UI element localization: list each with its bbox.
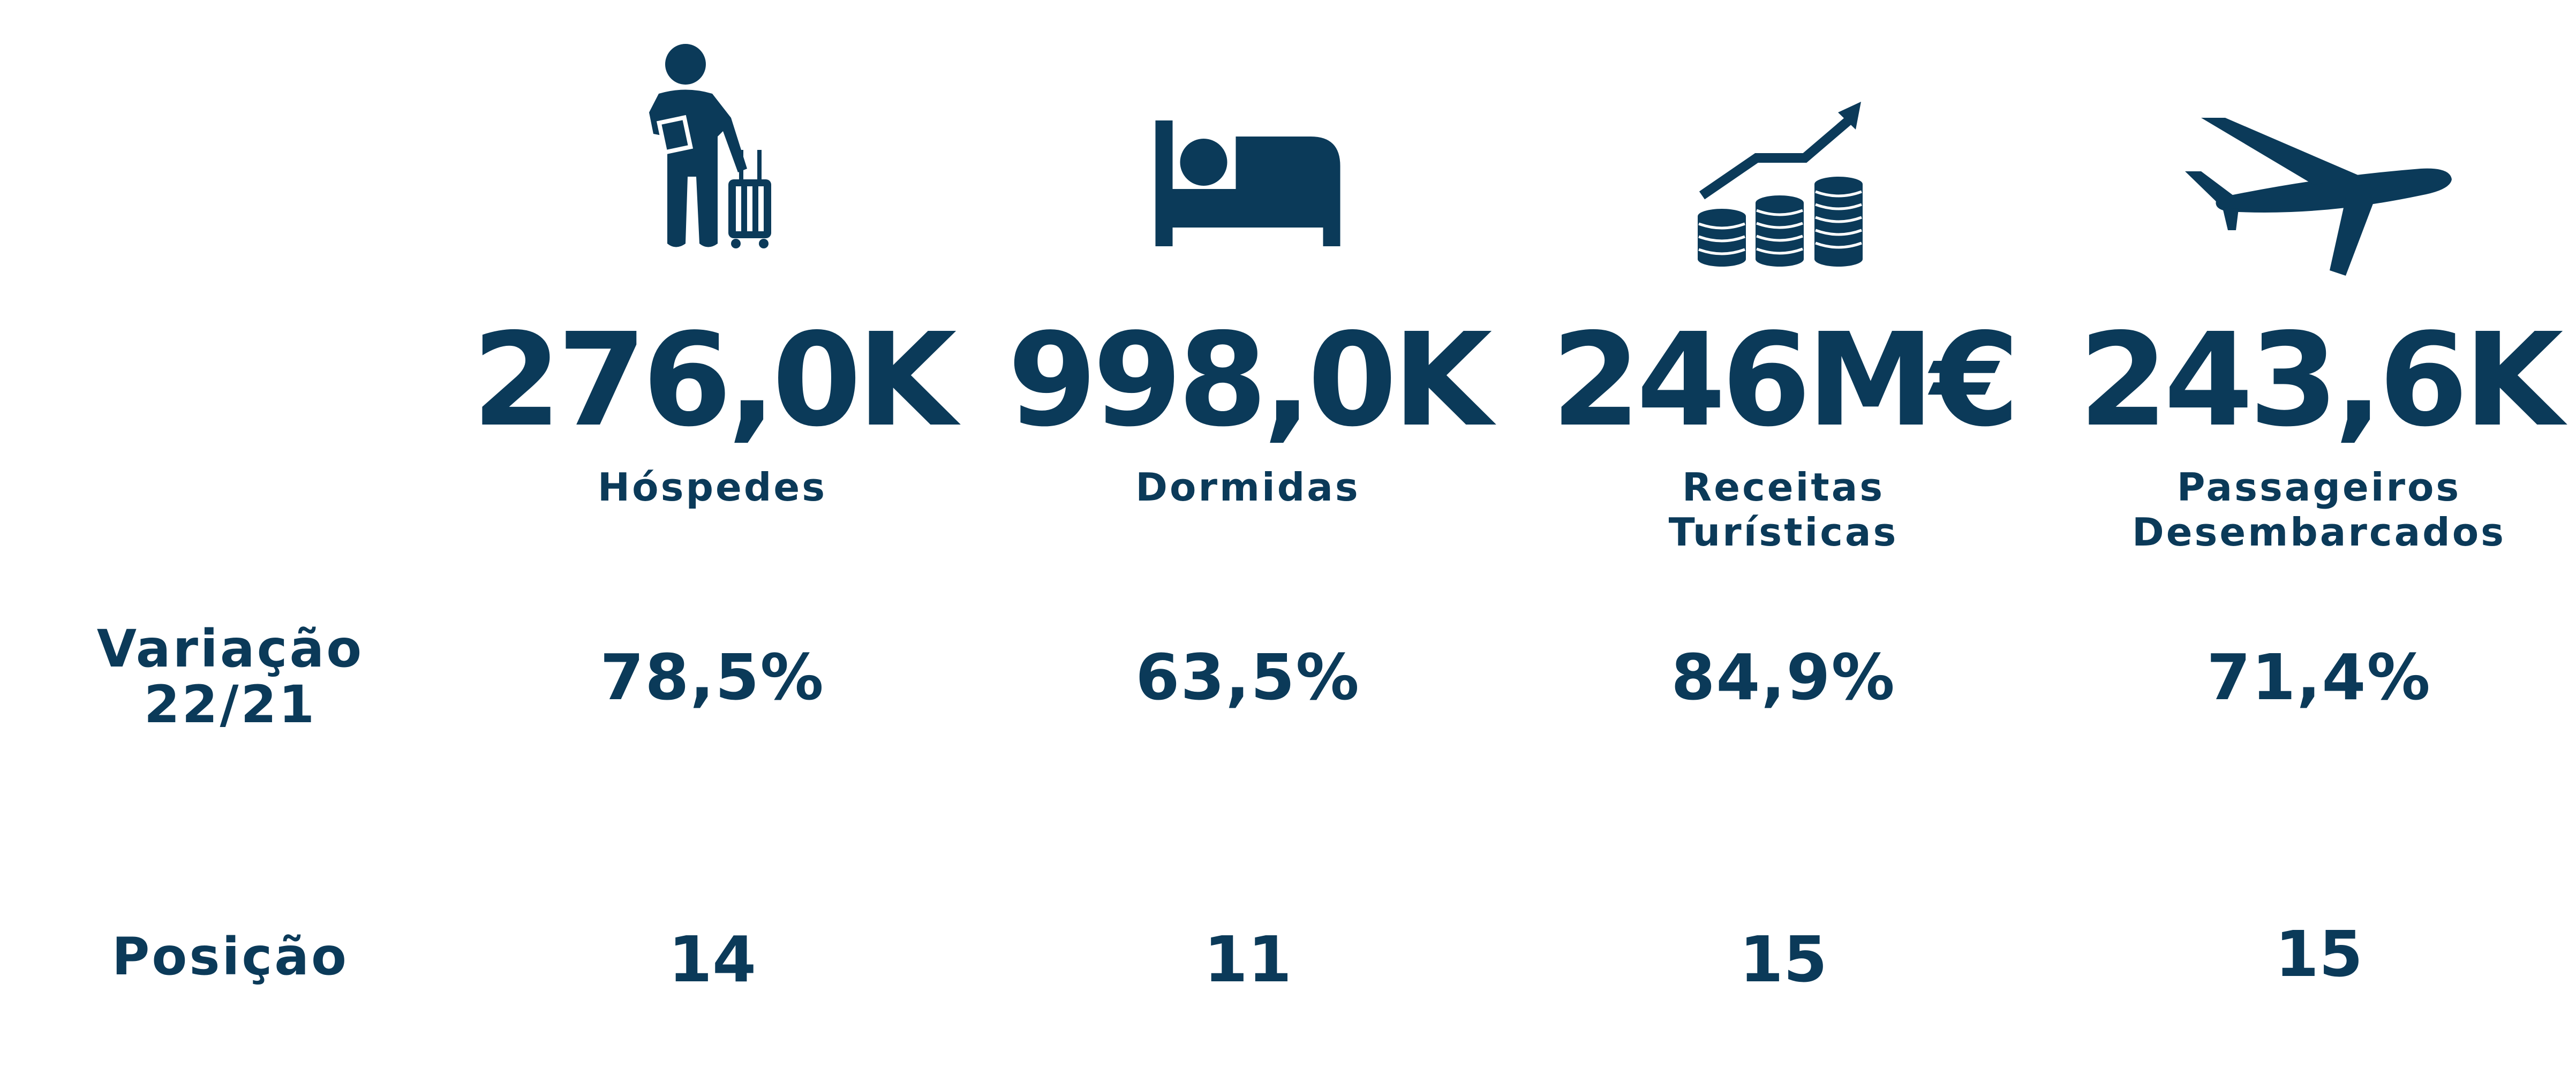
dormidas-variation: 63,5% [1135, 640, 1360, 714]
metric-receitas: 246M€ Receitas Turísticas 84,9% 15 [1516, 0, 2051, 1075]
dormidas-label: Dormidas [1135, 465, 1360, 510]
passageiros-variation: 71,4% [2206, 640, 2431, 714]
variation-label-line1: Variação [96, 619, 364, 679]
passageiros-value: 243,6K [2078, 305, 2563, 455]
hospedes-label: Hóspedes [597, 465, 827, 510]
airplane-icon [2185, 118, 2453, 276]
hospedes-value: 276,0K [472, 305, 956, 455]
traveler-with-luggage-icon [637, 43, 787, 252]
receitas-value: 246M€ [1551, 305, 2020, 455]
receitas-position: 15 [1739, 922, 1828, 996]
variation-label-line2: 22/21 [144, 675, 317, 735]
receitas-label: Receitas Turísticas [1668, 465, 1899, 555]
metric-dormidas: 998,0K Dormidas 63,5% 11 [980, 0, 1516, 1075]
hospedes-variation: 78,5% [600, 640, 825, 714]
dormidas-position: 11 [1203, 922, 1292, 996]
bed-icon [1155, 120, 1340, 246]
dormidas-value: 998,0K [1007, 305, 1492, 455]
passageiros-position: 15 [2274, 917, 2363, 991]
passageiros-label: Passageiros Desembarcados [2131, 465, 2506, 555]
metric-hospedes: 276,0K Hóspedes 78,5% 14 [445, 0, 980, 1075]
variation-row-label: Variação 22/21 [70, 621, 391, 732]
hospedes-position: 14 [668, 922, 757, 996]
revenue-coins-arrow-icon [1698, 102, 1869, 268]
position-row-label: Posição [112, 927, 349, 987]
receitas-variation: 84,9% [1671, 640, 1896, 714]
metric-passageiros: 243,6K Passageiros Desembarcados 71,4% 1… [2051, 0, 2576, 1075]
